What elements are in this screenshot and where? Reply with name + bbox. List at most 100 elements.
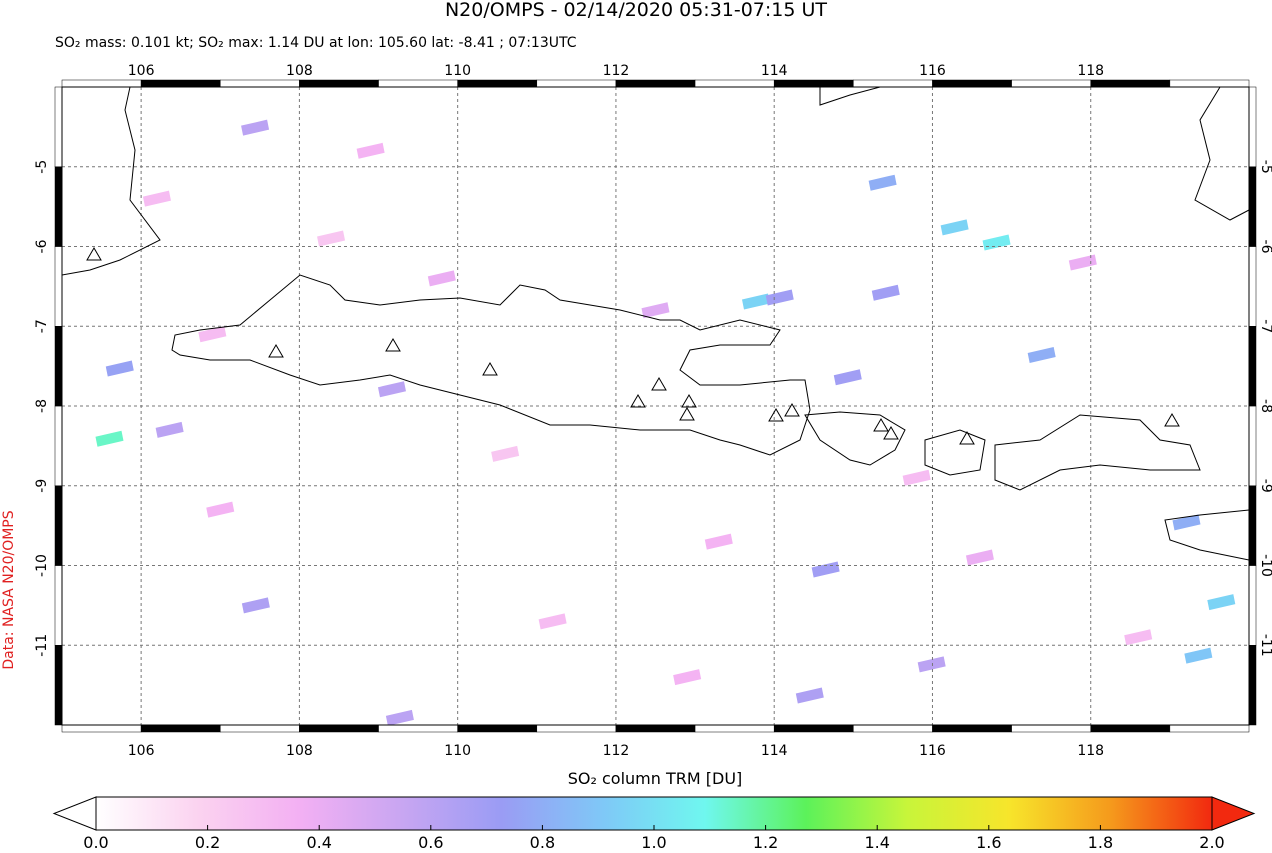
border-segment — [54, 166, 63, 247]
so2-pixel — [1184, 647, 1213, 664]
so2-pixel — [241, 597, 270, 614]
x-tick-label: 112 — [603, 743, 630, 759]
so2-pixel — [917, 656, 946, 673]
border-segment — [140, 79, 221, 88]
border-segment — [1248, 166, 1257, 247]
x-tick-label: 116 — [919, 743, 946, 759]
colorbar-tick-label: 0.4 — [306, 833, 331, 852]
so2-pixel — [902, 469, 931, 486]
y-tick-label: -10 — [1258, 554, 1272, 577]
border-segment — [1090, 724, 1171, 733]
colorbar-tick-label: 0.8 — [530, 833, 555, 852]
so2-pixel — [765, 289, 794, 306]
border-segment — [220, 79, 300, 88]
coast-sulawesi — [1194, 87, 1249, 221]
border-segment — [220, 724, 300, 733]
pixel-layer — [95, 119, 1236, 725]
border-segment — [615, 724, 696, 733]
coast-bali — [804, 411, 906, 466]
border-segment — [54, 645, 63, 726]
coast-sumatra — [62, 87, 161, 276]
x-tick-label: 118 — [1077, 743, 1104, 759]
so2-pixel — [965, 549, 994, 566]
border-segment — [773, 724, 854, 733]
x-tick-label: 106 — [128, 743, 155, 759]
border-segment — [54, 565, 63, 646]
y-tick-label: -8 — [1258, 399, 1272, 413]
y-tick-label: -10 — [34, 554, 50, 577]
border-segment — [1248, 485, 1257, 566]
so2-pixel — [1207, 594, 1236, 611]
so2-pixel — [538, 613, 567, 630]
border-segment — [536, 79, 617, 88]
subtitle: SO₂ mass: 0.101 kt; SO₂ max: 1.14 DU at … — [55, 35, 577, 51]
y-tick-label: -9 — [1258, 479, 1272, 493]
border-segment — [1248, 565, 1257, 646]
so2-pixel — [1068, 254, 1097, 271]
y-tick-label: -8 — [34, 399, 50, 413]
border-segment — [457, 79, 538, 88]
so2-pixel — [641, 302, 670, 319]
colorbar-tick-label: 1.8 — [1088, 833, 1113, 852]
so2-pixel — [811, 561, 840, 578]
border-segment — [299, 79, 379, 88]
colorbar-tick-label: 1.4 — [864, 833, 889, 852]
x-tick-label: 110 — [444, 63, 471, 79]
so2-pixel — [1124, 629, 1153, 646]
so2-pixel — [142, 190, 171, 207]
colorbar: 0.0 0.2 0.4 0.6 0.8 1.0 1.2 1.4 1.6 1.8 2.0 — [52, 796, 1256, 852]
border-segment — [694, 724, 775, 733]
so2-pixel — [198, 326, 227, 343]
border-segment — [54, 246, 63, 327]
border-segment — [1011, 79, 1091, 88]
colorbar-tick-label: 0.6 — [418, 833, 443, 852]
coast-sumba — [1164, 509, 1249, 561]
border-segment — [615, 79, 696, 88]
border-segment — [1011, 724, 1091, 733]
border-segment — [378, 724, 458, 733]
colorbar-tick-label: 1.6 — [976, 833, 1001, 852]
so2-pixel — [105, 360, 134, 377]
border-segment — [299, 724, 379, 733]
x-tick-label: 108 — [286, 63, 313, 79]
coast-borneo — [819, 87, 881, 106]
border-segment — [1248, 86, 1257, 167]
so2-pixel — [385, 709, 414, 725]
border-segment — [694, 79, 775, 88]
border-segment — [54, 86, 63, 167]
colorbar-tick-label: 0.0 — [83, 833, 108, 852]
x-tick-label: 114 — [761, 743, 788, 759]
border-segment — [1090, 79, 1171, 88]
border-segment — [773, 79, 854, 88]
so2-pixel — [741, 293, 770, 310]
x-tick-label: 116 — [919, 63, 946, 79]
border-segment — [378, 79, 458, 88]
so2-pixel — [871, 284, 900, 301]
so2-pixel — [704, 533, 733, 550]
border-segment — [140, 724, 221, 733]
border-segment — [853, 79, 933, 88]
colorbar-label: SO₂ column TRM [DU] — [568, 769, 743, 788]
title: N20/OMPS - 02/14/2020 05:31-07:15 UT — [445, 0, 827, 21]
volcano-markers — [86, 247, 1180, 445]
border-segment — [932, 724, 1012, 733]
so2-pixel — [833, 369, 862, 386]
border-segment — [1248, 246, 1257, 327]
border-segment — [853, 724, 933, 733]
grid-layer: 106 106 108 108 110 110 112 112 114 114 116 116 118 1… — [34, 63, 1272, 759]
so2-pixel — [206, 501, 235, 518]
colorbar-tick-label: 1.2 — [753, 833, 778, 852]
x-tick-label: 118 — [1077, 63, 1104, 79]
so2-pixel — [241, 119, 270, 136]
so2-pixel — [491, 445, 520, 462]
y-tick-label: -7 — [34, 319, 50, 333]
map-frame — [61, 86, 1250, 726]
colorbar-tick-label: 1.0 — [641, 833, 666, 852]
x-tick-label: 108 — [286, 743, 313, 759]
border-segment — [536, 724, 617, 733]
so2-pixel — [940, 219, 969, 236]
y-tick-label: -6 — [1258, 240, 1272, 254]
x-tick-label: 112 — [603, 63, 630, 79]
y-tick-label: -6 — [34, 239, 50, 253]
y-tick-label: -11 — [1258, 634, 1272, 657]
